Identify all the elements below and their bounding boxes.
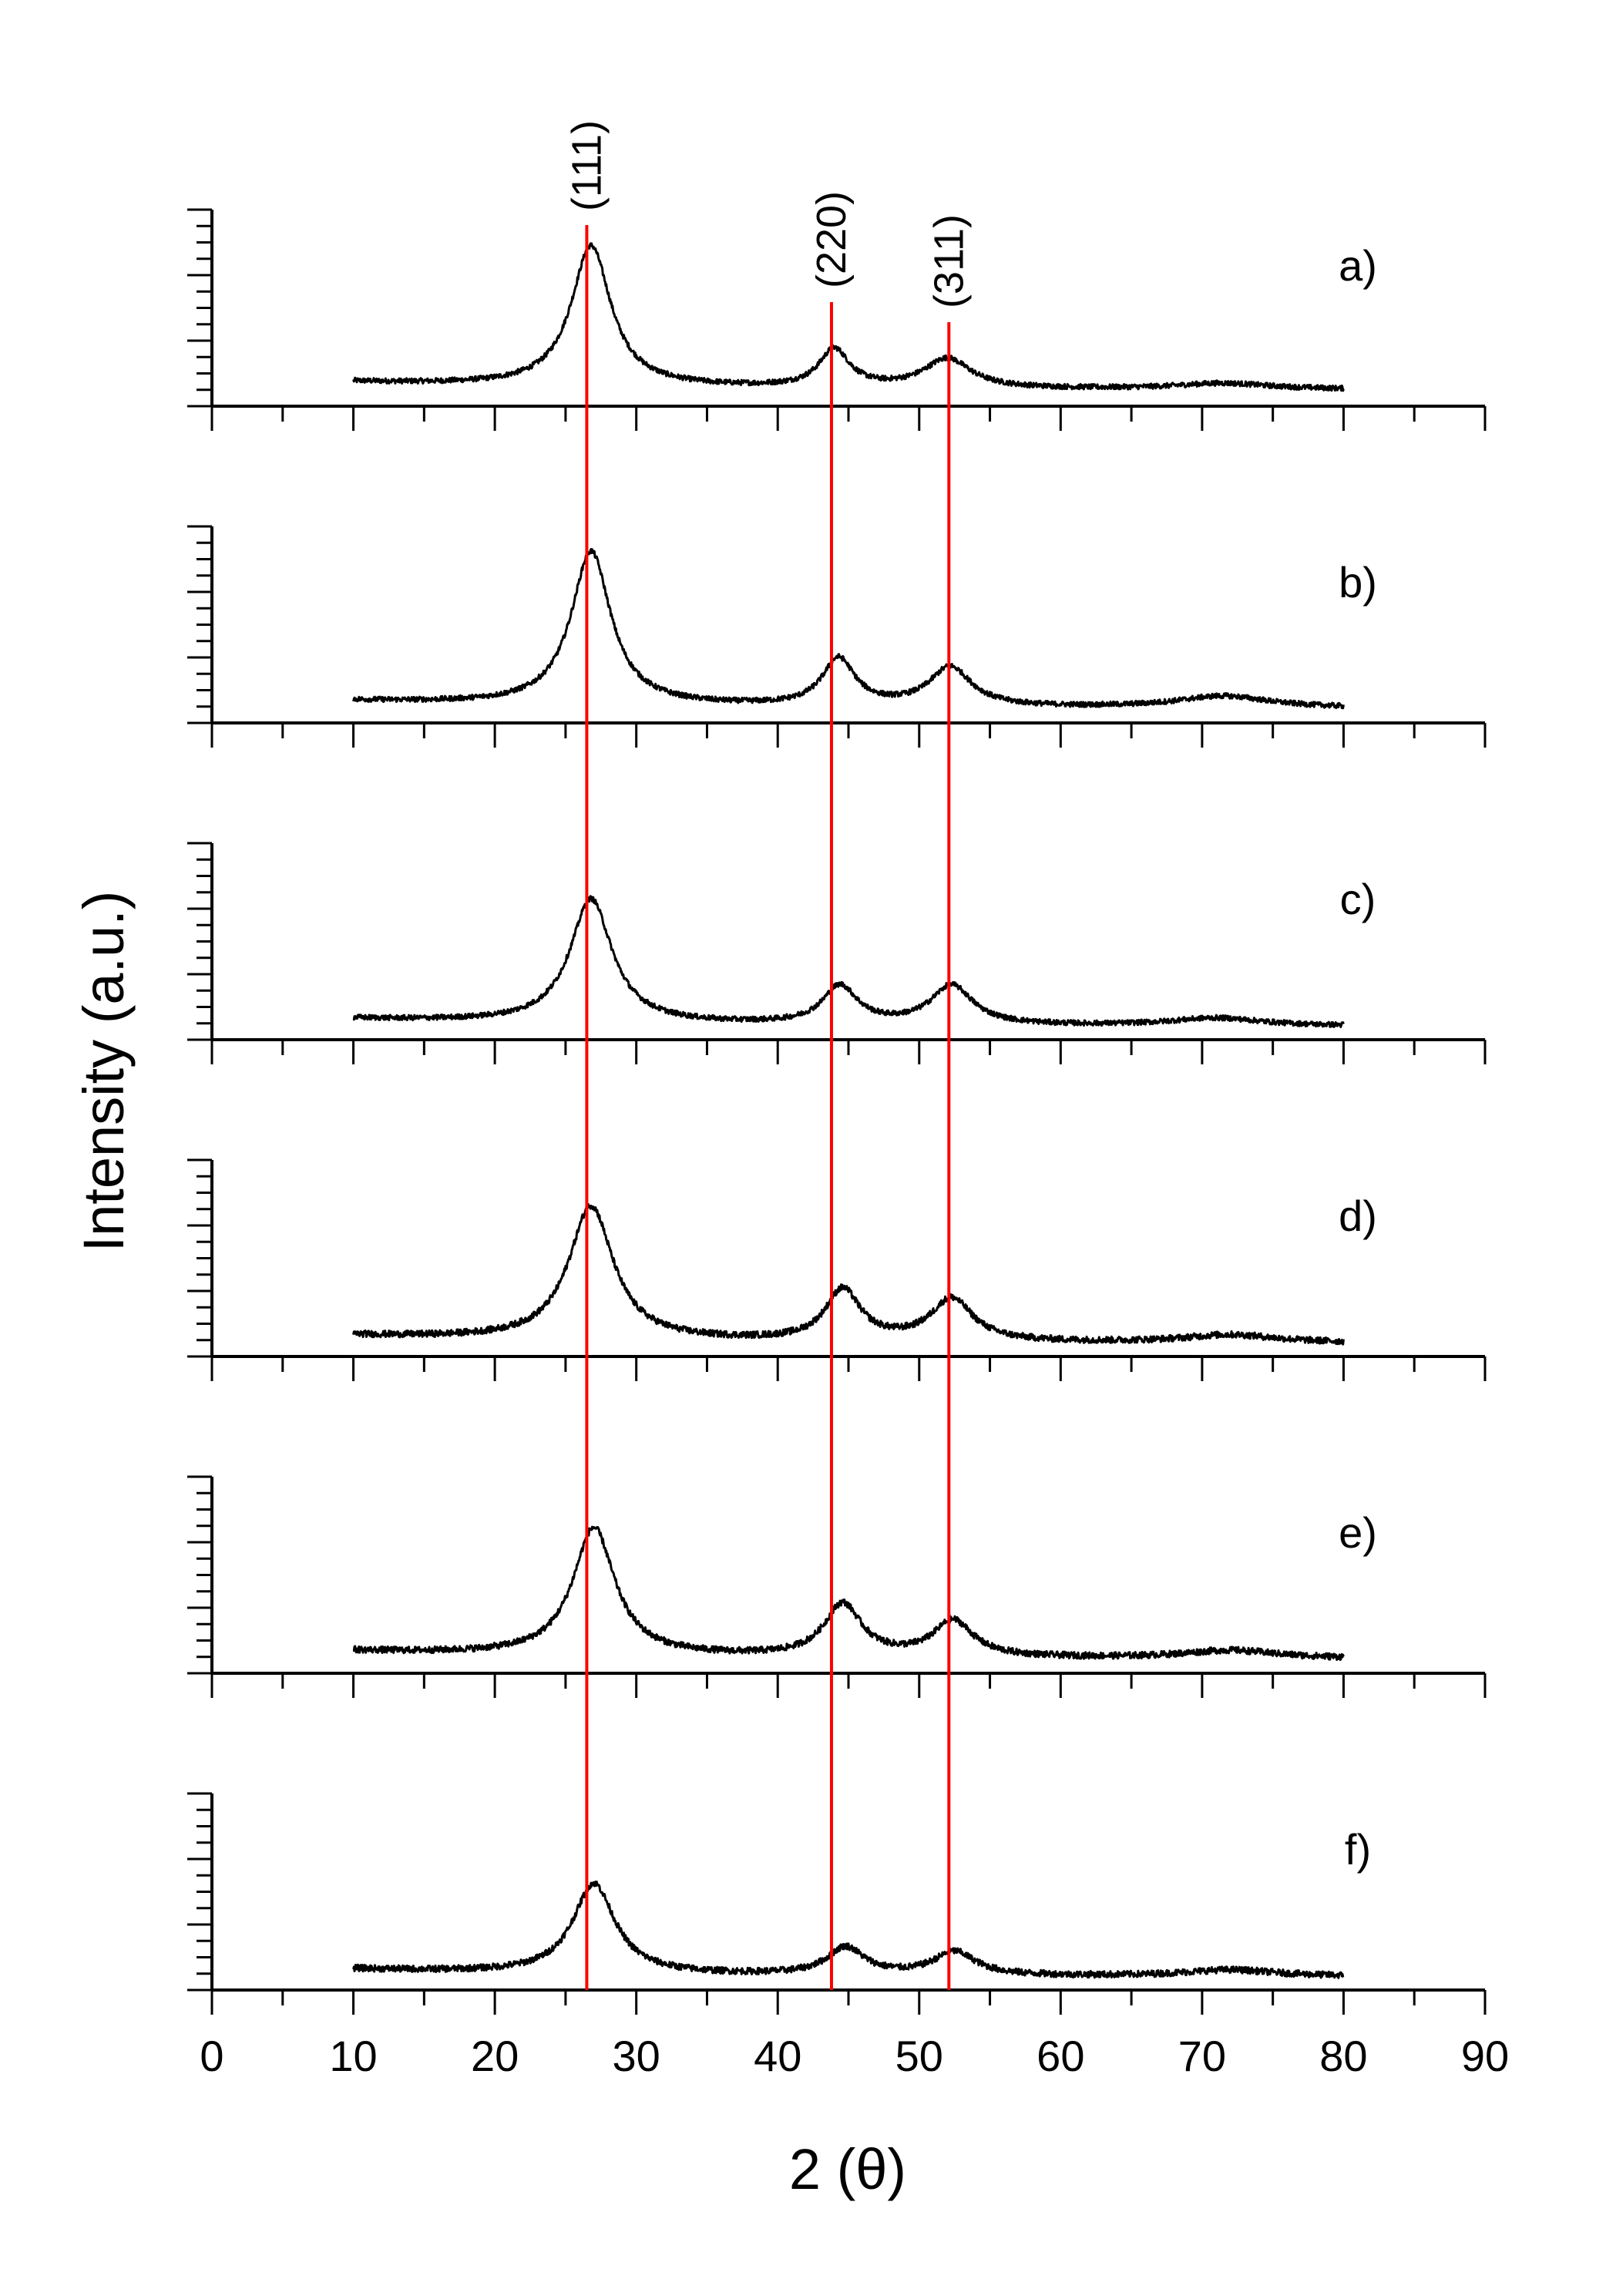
series-line bbox=[352, 1880, 1345, 1979]
x-tick-label: 10 bbox=[329, 2032, 377, 2080]
panel-label: a) bbox=[1339, 241, 1377, 290]
panel-label: c) bbox=[1340, 875, 1376, 923]
x-tick-label: 70 bbox=[1178, 2032, 1226, 2080]
panel-5: e) bbox=[187, 1475, 1487, 1698]
panel-4: d) bbox=[187, 1158, 1487, 1381]
x-tick-label: 50 bbox=[895, 2032, 943, 2080]
y-axis-title: Intensity (a.u.) bbox=[72, 891, 136, 1252]
x-tick-label: 20 bbox=[471, 2032, 519, 2080]
peak-label: (220) bbox=[808, 191, 855, 288]
x-tick-label: 90 bbox=[1461, 2032, 1509, 2080]
x-tick-labels-group: 0 10 20 30 40 50 60 70 80 90 bbox=[200, 2032, 1509, 2080]
panel-2: b) bbox=[187, 525, 1487, 748]
x-tick-label: 30 bbox=[613, 2032, 660, 2080]
x-axis-title: 2 (θ) bbox=[789, 2137, 906, 2201]
series-line bbox=[352, 1203, 1345, 1346]
panel-3: c) bbox=[187, 842, 1487, 1064]
x-tick-label: 60 bbox=[1037, 2032, 1084, 2080]
series-line bbox=[352, 548, 1345, 710]
panels-group: a) b) c) d) e) f) bbox=[187, 208, 1487, 2015]
series-line bbox=[352, 1525, 1345, 1661]
panel-1: a) bbox=[187, 208, 1487, 431]
series-line bbox=[352, 895, 1345, 1028]
series-line bbox=[352, 242, 1345, 392]
x-tick-label: 40 bbox=[754, 2032, 801, 2080]
x-tick-label: 0 bbox=[200, 2032, 223, 2080]
panel-6: f) bbox=[187, 1792, 1487, 2015]
x-tick-label: 80 bbox=[1319, 2032, 1367, 2080]
panel-label: e) bbox=[1339, 1508, 1377, 1557]
panel-label: f) bbox=[1345, 1825, 1371, 1874]
panel-label: b) bbox=[1339, 558, 1377, 607]
peak-label: (311) bbox=[926, 214, 972, 308]
reference-lines-group: (111) (220) (311) bbox=[563, 120, 972, 1990]
peak-label: (111) bbox=[563, 120, 610, 211]
panel-label: d) bbox=[1339, 1192, 1377, 1240]
